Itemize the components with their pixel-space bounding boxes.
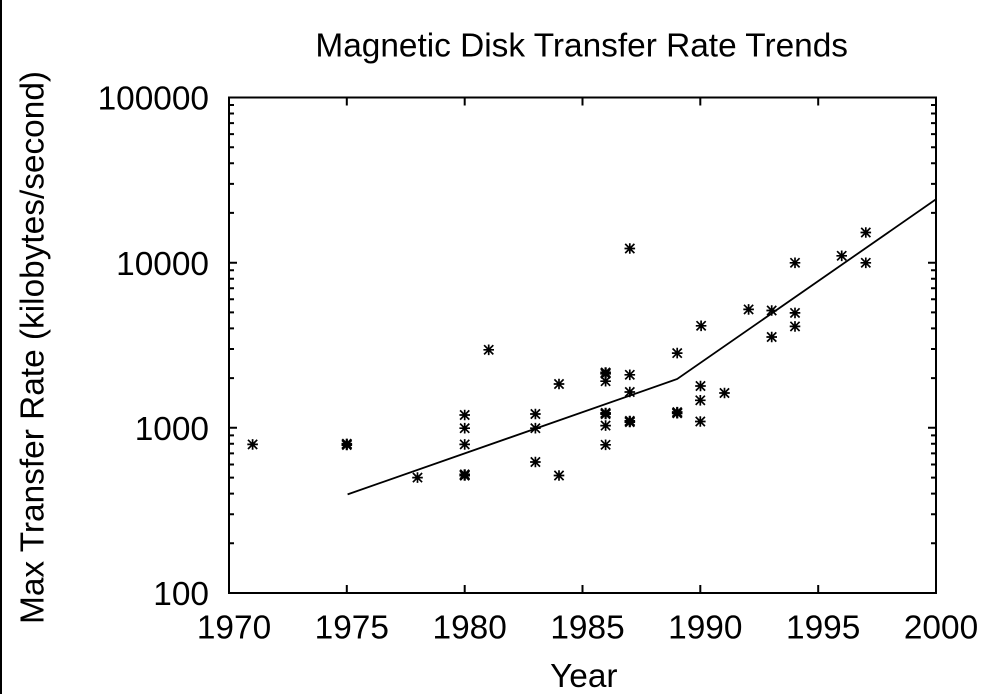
svg-text:2000: 2000 [904, 610, 978, 647]
svg-text:Magnetic Disk Transfer Rate Tr: Magnetic Disk Transfer Rate Trends [315, 28, 848, 65]
svg-text:1000: 1000 [135, 411, 209, 448]
svg-text:1985: 1985 [550, 610, 624, 647]
svg-text:Year: Year [550, 658, 617, 694]
svg-text:1995: 1995 [786, 610, 860, 647]
svg-text:10000: 10000 [116, 246, 209, 283]
svg-text:100: 100 [153, 576, 209, 613]
svg-text:1970: 1970 [197, 610, 271, 647]
svg-text:Max Transfer Rate (kilobytes/s: Max Transfer Rate (kilobytes/second) [15, 71, 52, 624]
svg-text:1980: 1980 [433, 610, 507, 647]
svg-text:1975: 1975 [315, 610, 389, 647]
svg-text:1990: 1990 [668, 610, 742, 647]
svg-text:100000: 100000 [98, 81, 209, 118]
